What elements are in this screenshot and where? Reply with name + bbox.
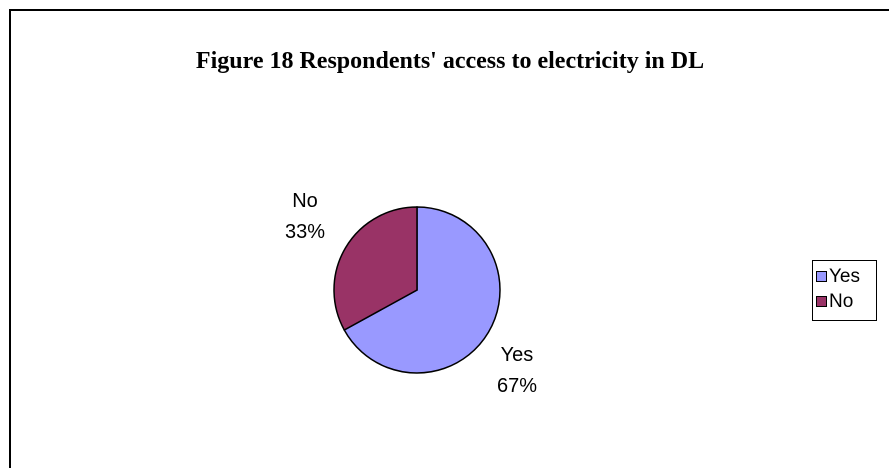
legend-entry-yes: Yes — [816, 264, 876, 289]
slice-label-no-percent: 33% — [285, 221, 325, 243]
legend-label-yes: Yes — [829, 266, 860, 287]
legend-swatch-no — [816, 296, 827, 307]
slice-label-yes-name: Yes — [501, 344, 534, 366]
legend-entry-no: No — [816, 289, 876, 314]
chart-title: Figure 18 Respondents' access to electri… — [195, 48, 705, 74]
legend-swatch-yes — [816, 271, 827, 282]
pie-slices — [333, 206, 501, 374]
legend: Yes No — [812, 260, 877, 321]
slice-label-no-name: No — [292, 190, 318, 212]
legend-label-no: No — [829, 291, 854, 312]
slice-label-yes-percent: 67% — [497, 375, 537, 397]
pie-slice-yes — [343, 206, 501, 374]
pie-slice-no — [333, 206, 418, 332]
